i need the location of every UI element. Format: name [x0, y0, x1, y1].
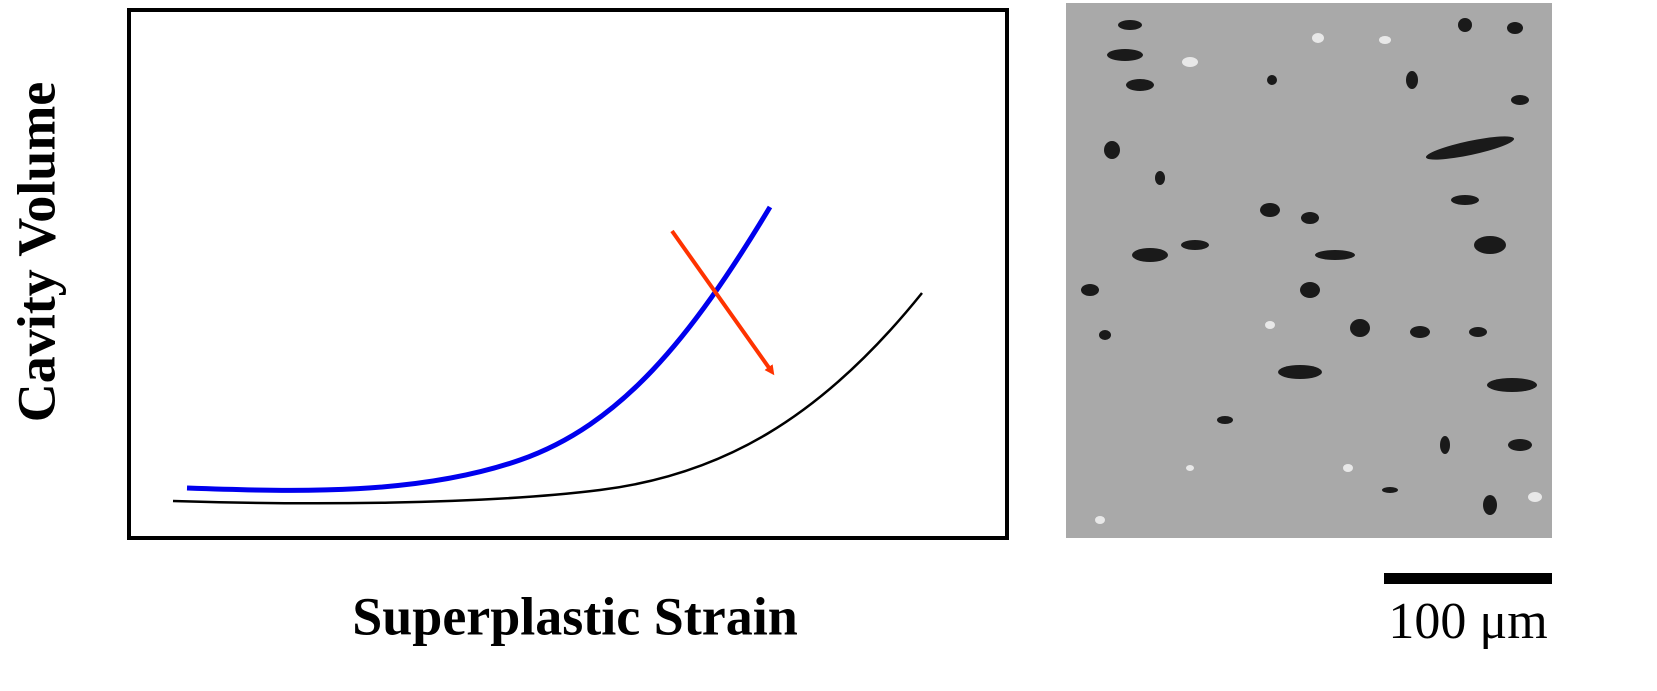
plot-frame — [127, 8, 1009, 540]
micrograph — [1066, 3, 1552, 538]
scale-bar-label: 100 μm — [1388, 593, 1547, 650]
reference-curve — [172, 292, 923, 505]
shifted-curve — [186, 205, 773, 493]
scale-bar — [1384, 573, 1552, 584]
x-axis-label: Superplastic Strain — [352, 586, 798, 646]
y-axis-label: Cavity Volume — [6, 82, 66, 423]
shift-arrow — [670, 229, 775, 376]
